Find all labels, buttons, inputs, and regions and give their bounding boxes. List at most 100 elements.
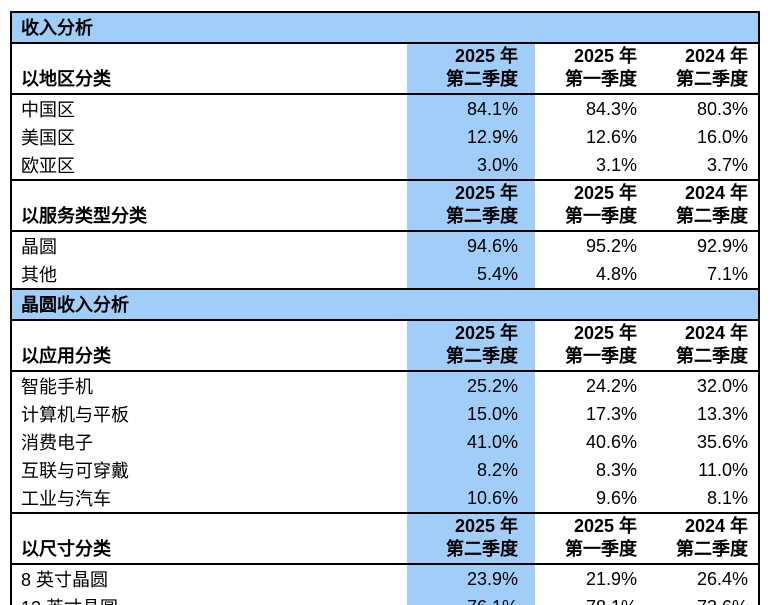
period-quarter: 第二季度 [446, 539, 518, 559]
period-year: 2025 年 [573, 323, 637, 343]
period-year: 2024 年 [684, 323, 748, 343]
table-row: 消费电子 41.0% 40.6% 35.6% [11, 428, 759, 456]
cell-value: 11.0% [698, 459, 748, 480]
period-quarter: 第二季度 [676, 206, 748, 226]
row-label: 12 英寸晶圆 [11, 593, 407, 605]
period-year: 2025 年 [573, 46, 637, 66]
row-label: 8 英寸晶圆 [21, 570, 109, 590]
cell-value: 3.7% [706, 154, 748, 175]
revenue-analysis-report: 收入分析 以地区分类 2025 年第二季度 2025 年第一季度 2024 年第… [10, 11, 760, 605]
cell-value: 4.8% [595, 263, 637, 284]
section-header-revenue-analysis: 收入分析 [11, 11, 759, 44]
cell-value: 26.4% [696, 568, 748, 589]
col-header-2025-q2: 2025 年第二季度 [407, 512, 535, 565]
group-label-by-region: 以地区分类 [11, 42, 407, 95]
cell-value: 17.3% [585, 403, 637, 424]
period-quarter: 第一季度 [565, 69, 637, 89]
col-header-2024-q2: 2024 年第二季度 [647, 179, 759, 232]
cell-value: 13.3% [696, 403, 748, 424]
group-label-by-service-type: 以服务类型分类 [11, 179, 407, 232]
cell-value: 32.0% [696, 375, 748, 396]
table-row: 欧亚区 3.0% 3.1% 3.7% [11, 151, 759, 180]
cell-value: 84.1% [407, 94, 535, 123]
col-header-2024-q2: 2024 年第二季度 [647, 319, 759, 372]
cell-value: 78.1% [535, 593, 647, 605]
group-header-by-application: 以应用分类 2025 年第二季度 2025 年第一季度 2024 年第二季度 [11, 319, 759, 372]
cell-value: 76.1% [407, 593, 535, 605]
col-header-2025-q2: 2025 年第二季度 [407, 319, 535, 372]
table-row: 12 英寸晶圆 76.1% 78.1% 73.6% [11, 593, 759, 605]
group-header-by-service-type: 以服务类型分类 2025 年第二季度 2025 年第一季度 2024 年第二季度 [11, 179, 759, 232]
group-header-by-region: 以地区分类 2025 年第二季度 2025 年第一季度 2024 年第二季度 [11, 42, 759, 95]
row-label: 中国区 [21, 100, 75, 120]
period-quarter: 第二季度 [676, 539, 748, 559]
cell-value: 73.6% [647, 593, 759, 605]
period-quarter: 第一季度 [565, 539, 637, 559]
row-label: 计算机与平板 [21, 405, 129, 425]
col-header-2024-q2: 2024 年第二季度 [647, 512, 759, 565]
col-header-2025-q1: 2025 年第一季度 [535, 179, 647, 232]
table-row: 互联与可穿戴 8.2% 8.3% 11.0% [11, 456, 759, 484]
col-header-2024-q2: 2024 年第二季度 [647, 42, 759, 95]
section-title: 收入分析 [11, 11, 759, 44]
period-quarter: 第一季度 [565, 206, 637, 226]
group-label-by-application: 以应用分类 [11, 319, 407, 372]
period-year: 2025 年 [454, 183, 518, 203]
period-year: 2025 年 [573, 516, 637, 536]
cell-value: 95.2% [585, 235, 637, 256]
period-quarter: 第二季度 [446, 206, 518, 226]
row-label: 欧亚区 [21, 156, 75, 176]
period-year: 2025 年 [573, 183, 637, 203]
cell-value: 7.1% [706, 263, 748, 284]
group-header-by-size: 以尺寸分类 2025 年第二季度 2025 年第一季度 2024 年第二季度 [11, 512, 759, 565]
period-quarter: 第二季度 [446, 346, 518, 366]
cell-value: 84.3% [585, 98, 637, 119]
period-quarter: 第二季度 [676, 69, 748, 89]
cell-value: 25.2% [407, 371, 535, 400]
cell-value: 80.3% [696, 98, 748, 119]
section-header-wafer-revenue-analysis: 晶圆收入分析 [11, 288, 759, 321]
cell-value: 40.6% [585, 431, 637, 452]
cell-value: 8.2% [407, 456, 535, 484]
cell-value: 24.2% [585, 375, 637, 396]
table-row: 晶圆 94.6% 95.2% 92.9% [11, 231, 759, 260]
col-header-2025-q1: 2025 年第一季度 [535, 42, 647, 95]
row-label: 其他 [21, 265, 57, 285]
period-year: 2025 年 [454, 516, 518, 536]
cell-value: 16.0% [696, 126, 748, 147]
period-quarter: 第二季度 [676, 346, 748, 366]
row-label: 美国区 [21, 128, 75, 148]
cell-value: 41.0% [407, 428, 535, 456]
cell-value: 23.9% [407, 564, 535, 593]
period-year: 2024 年 [684, 516, 748, 536]
cell-value: 21.9% [585, 568, 637, 589]
cell-value: 10.6% [407, 484, 535, 513]
cell-value: 5.4% [407, 260, 535, 289]
cell-value: 94.6% [407, 231, 535, 260]
table-row: 美国区 12.9% 12.6% 16.0% [11, 123, 759, 151]
period-quarter: 第二季度 [446, 69, 518, 89]
group-label-by-size: 以尺寸分类 [11, 512, 407, 565]
row-label: 晶圆 [21, 237, 57, 257]
cell-value: 3.1% [595, 154, 637, 175]
cell-value: 15.0% [407, 400, 535, 428]
cell-value: 92.9% [696, 235, 748, 256]
cell-value: 35.6% [696, 431, 748, 452]
cell-value: 8.1% [706, 487, 748, 508]
period-quarter: 第一季度 [565, 346, 637, 366]
row-label: 消费电子 [21, 433, 93, 453]
col-header-2025-q1: 2025 年第一季度 [535, 512, 647, 565]
period-year: 2025 年 [454, 323, 518, 343]
table-row: 其他 5.4% 4.8% 7.1% [11, 260, 759, 289]
period-year: 2025 年 [454, 46, 518, 66]
cell-value: 12.9% [407, 123, 535, 151]
cell-value: 9.6% [595, 487, 637, 508]
table-row: 计算机与平板 15.0% 17.3% 13.3% [11, 400, 759, 428]
cell-value: 3.0% [407, 151, 535, 180]
cell-value: 12.6% [585, 126, 637, 147]
table-row: 工业与汽车 10.6% 9.6% 8.1% [11, 484, 759, 513]
col-header-2025-q2: 2025 年第二季度 [407, 42, 535, 95]
cell-value: 8.3% [595, 459, 637, 480]
table-row: 智能手机 25.2% 24.2% 32.0% [11, 371, 759, 400]
col-header-2025-q1: 2025 年第一季度 [535, 319, 647, 372]
